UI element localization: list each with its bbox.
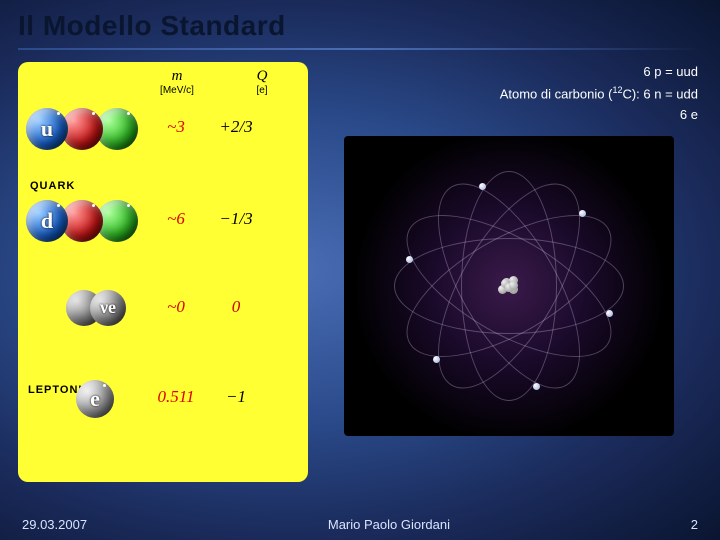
particle-label-up: u — [41, 116, 53, 142]
table-header: m [MeV/c] Q [e] — [26, 68, 300, 96]
footer-date: 29.03.2007 — [22, 517, 87, 532]
atom-electron — [606, 310, 613, 317]
atom-electron — [579, 210, 586, 217]
charge-nu-e: 0 — [211, 297, 261, 317]
particle-label-e: e — [90, 386, 100, 412]
mass-down: ~6 — [141, 209, 211, 229]
col-mass-unit: [MeV/c] — [142, 85, 212, 96]
col-mass-symbol: m — [142, 68, 212, 85]
atom-line-1: 6 p = uud — [643, 64, 698, 79]
atom-electron — [433, 356, 440, 363]
quark-sphere-blue: u — [26, 108, 68, 150]
particle-row-down: d ~6 −1/3 — [26, 188, 300, 250]
particle-table: m [MeV/c] Q [e] u ~3 +2/3 QUARK d — [18, 62, 308, 482]
quark-sphere-blue: d — [26, 200, 68, 242]
mass-nu-e: ~0 — [141, 297, 211, 317]
particle-row-e: e 0.511 −1 — [26, 366, 300, 428]
content-row: m [MeV/c] Q [e] u ~3 +2/3 QUARK d — [0, 50, 720, 490]
particle-row-nu-e: νe ~0 0 — [26, 276, 300, 338]
particle-row-up: u ~3 +2/3 — [26, 96, 300, 158]
mass-e: 0.511 — [141, 387, 211, 407]
footer-author: Mario Paolo Giordani — [328, 517, 450, 532]
col-charge-unit: [e] — [242, 85, 282, 96]
atom-prefix: Atomo di carbonio ( — [500, 86, 613, 101]
mass-up: ~3 — [141, 117, 211, 137]
charge-up: +2/3 — [211, 117, 261, 137]
page-title: Il Modello Standard — [18, 10, 702, 42]
atom-electron — [479, 183, 486, 190]
charge-down: −1/3 — [211, 209, 261, 229]
atom-panel: 6 p = uud Atomo di carbonio (12C): 6 n =… — [316, 62, 702, 490]
charge-e: −1 — [211, 387, 261, 407]
atom-isotope-sup: 12 — [612, 85, 622, 95]
atom-electron — [406, 256, 413, 263]
atom-figure — [344, 136, 674, 436]
atom-line-2: 6 n = udd — [643, 86, 698, 101]
lepton-sphere: νe — [90, 290, 126, 326]
lepton-sphere: e — [76, 380, 114, 418]
atom-isotope: C): — [622, 86, 639, 101]
atom-caption: 6 p = uud Atomo di carbonio (12C): 6 n =… — [316, 62, 702, 126]
footer-page: 2 — [691, 517, 698, 532]
footer: 29.03.2007 Mario Paolo Giordani 2 — [0, 517, 720, 532]
particle-label-down: d — [41, 208, 53, 234]
particle-label-nu-e: νe — [100, 297, 116, 318]
atom-line-3: 6 e — [680, 107, 698, 122]
col-charge-symbol: Q — [242, 68, 282, 85]
atom-electron — [533, 383, 540, 390]
